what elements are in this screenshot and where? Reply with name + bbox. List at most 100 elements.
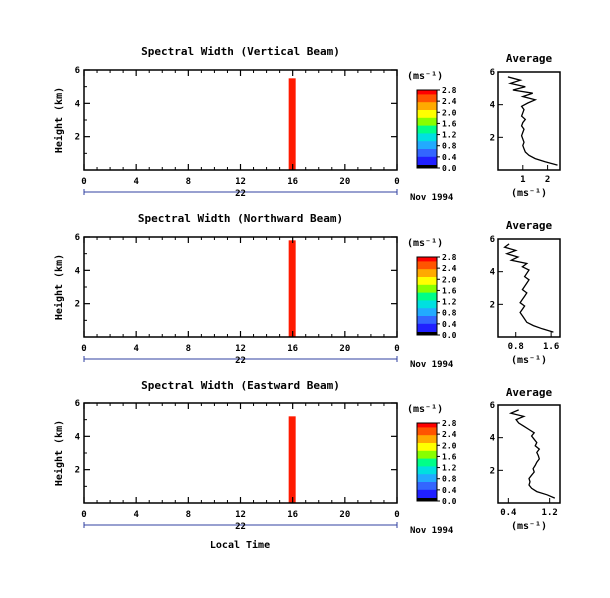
colorbar-tick-label: 2.4 xyxy=(442,430,457,439)
colorbar-segment xyxy=(417,284,437,287)
colorbar-segment xyxy=(417,144,437,148)
colorbar-tick-label: 2.0 xyxy=(442,441,457,450)
colorbar-segment xyxy=(417,154,437,157)
y-tick-label: 4 xyxy=(75,266,81,276)
colorbar-segment xyxy=(417,332,437,335)
colorbar-segment xyxy=(417,493,437,496)
colorbar-segment xyxy=(417,257,437,260)
colorbar-segment xyxy=(417,495,437,498)
day-label: 22 xyxy=(235,189,246,199)
panel-1: Spectral Width (Northward Beam) 2 4 6 0 4 8 12 1… xyxy=(53,212,561,370)
colorbar-segment xyxy=(417,158,437,161)
colorbar-segment xyxy=(417,111,437,114)
colorbar-frame xyxy=(416,422,438,502)
avg-x-axis-label: (ms⁻¹) xyxy=(511,521,547,532)
colorbar-segment xyxy=(417,278,437,281)
colorbar-segment xyxy=(417,272,437,276)
average-title: Average xyxy=(506,386,553,399)
colorbar-segment xyxy=(417,160,437,163)
colorbar-tick-label: 1.2 xyxy=(442,298,457,307)
x-tick-label: 8 xyxy=(186,344,191,354)
y-tick-label: 6 xyxy=(75,399,80,409)
local-time-label: Local Time xyxy=(210,539,270,551)
avg-x-axis-label: (ms⁻¹) xyxy=(511,355,547,366)
avg-y-tick-label: 4 xyxy=(490,434,496,444)
colorbar-segment xyxy=(417,165,437,168)
colorbar-segment xyxy=(417,266,437,270)
colorbar-segment xyxy=(417,115,437,118)
colorbar-tick-label: 0.8 xyxy=(442,475,457,484)
colorbar-segment xyxy=(417,134,437,138)
colorbar-tick-label: 2.8 xyxy=(442,253,457,262)
colorbar-unit: (ms⁻¹) xyxy=(407,238,443,249)
colorbar-segment xyxy=(417,123,437,126)
colorbar-tick-label: 2.8 xyxy=(442,86,457,95)
colorbar-segment xyxy=(417,442,437,445)
colorbar-tick-label: 2.0 xyxy=(442,275,457,284)
x-tick-label: 0 xyxy=(81,177,86,187)
x-tick-label: 16 xyxy=(287,177,298,187)
x-tick-label: 16 xyxy=(287,510,298,520)
colorbar-segment xyxy=(417,162,437,165)
colorbar-segment xyxy=(417,105,437,109)
heatmap-cells xyxy=(288,240,296,337)
average-profile: Average 2 4 6 0.4 1.2 (ms⁻¹) xyxy=(490,386,561,532)
colorbar-tick-label: 0.4 xyxy=(442,320,457,329)
colorbar-segment xyxy=(417,152,437,155)
colorbar-segment xyxy=(417,426,437,430)
y-axis-label: Height (km) xyxy=(53,254,65,320)
x-tick-label: 12 xyxy=(235,177,246,187)
avg-y-tick-label: 2 xyxy=(490,133,495,143)
colorbar-segment xyxy=(417,479,437,482)
colorbar-tick-label: 2.4 xyxy=(442,264,457,273)
colorbar-tick-label: 0.4 xyxy=(442,486,457,495)
colorbar-segment xyxy=(417,491,437,494)
avg-x-axis-label: (ms⁻¹) xyxy=(511,188,547,199)
colorbar-tick-label: 0.8 xyxy=(442,309,457,318)
colorbar-segment xyxy=(417,95,437,99)
colorbar-segment xyxy=(417,93,437,97)
colorbar-segment xyxy=(417,103,437,107)
colorbar-segment xyxy=(417,129,437,132)
colorbar: 0.0 0.4 0.8 1.2 1.6 2.0 2.4 2.8 xyxy=(416,86,457,173)
colorbar-segment xyxy=(417,463,437,467)
avg-y-tick-label: 6 xyxy=(490,68,495,78)
x-tick-label: 12 xyxy=(235,344,246,354)
colorbar-segment xyxy=(417,471,437,475)
colorbar-tick-label: 0.0 xyxy=(442,497,457,506)
colorbar-segment xyxy=(417,280,437,283)
colorbar-segment xyxy=(417,260,437,264)
avg-x-tick-label: 1.2 xyxy=(542,508,558,518)
colorbar-segment xyxy=(417,327,437,330)
average-line xyxy=(508,409,556,499)
colorbar-segment xyxy=(417,448,437,451)
colorbar-segment xyxy=(417,434,437,438)
x-tick-label: 0 xyxy=(394,510,399,520)
colorbar-segment xyxy=(417,140,437,144)
colorbar-segment xyxy=(417,127,437,130)
colorbar-segment xyxy=(417,121,437,124)
colorbar-tick-label: 2.0 xyxy=(442,108,457,117)
colorbar-segment xyxy=(417,107,437,110)
colorbar-segment xyxy=(417,258,437,262)
average-line xyxy=(507,76,558,166)
chart-title: Spectral Width (Vertical Beam) xyxy=(141,45,340,58)
x-tick-label: 8 xyxy=(186,177,191,187)
x-tick-label: 4 xyxy=(133,344,139,354)
x-tick-label: 0 xyxy=(81,510,86,520)
colorbar-tick-label: 1.6 xyxy=(442,119,457,128)
avg-y-tick-label: 2 xyxy=(490,300,495,310)
colorbar-segment xyxy=(417,282,437,285)
average-frame xyxy=(497,404,561,504)
chart-title: Spectral Width (Northward Beam) xyxy=(138,212,343,225)
colorbar-segment xyxy=(417,446,437,449)
colorbar-segment xyxy=(417,321,437,324)
y-tick-label: 2 xyxy=(75,133,80,143)
avg-x-tick-label: 2 xyxy=(545,175,550,185)
colorbar-segment xyxy=(417,460,437,463)
x-tick-label: 0 xyxy=(394,344,399,354)
heatmap-frame xyxy=(83,69,398,171)
colorbar-segment xyxy=(417,276,437,279)
